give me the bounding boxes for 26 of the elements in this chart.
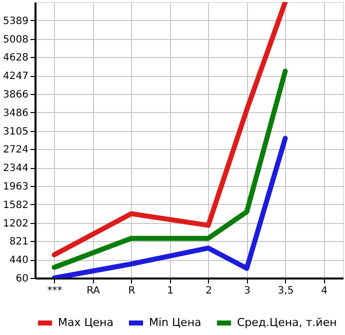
y-tick-label: 821 [9,236,28,248]
x-tick-label: 2 [206,286,212,296]
x-tick-label: R [128,286,136,296]
y-tick-label: 440 [9,255,28,266]
legend-label: Сред.Цена, т.йен [237,316,337,329]
x-tick-label: 3,5 [278,286,294,296]
y-tick-label: 1963 [3,182,28,193]
y-tick-label: 1202 [3,218,28,230]
y-tick-label: 60 [16,274,28,284]
x-tick-label: 1 [167,286,174,296]
x-tick-label: *** [47,286,62,296]
y-tick-label: 3105 [3,126,28,138]
y-tick-label: 2344 [3,163,28,174]
y-tick-label: 2724 [3,144,28,156]
y-tick-label: 1582 [3,200,28,211]
x-tick-label: 4 [321,286,328,296]
legend-label: Max Цена [58,316,114,329]
y-tick-label: 4247 [3,71,28,82]
x-tick-label: RA [86,286,100,296]
x-tick-label: 3 [244,286,250,296]
legend-label: Min Цена [149,316,202,329]
y-tick-label: 5389 [3,16,28,27]
y-tick-label: 3486 [3,108,28,119]
y-tick-label: 3866 [3,90,28,101]
y-tick-label: 5008 [3,34,28,46]
y-tick-label: 4628 [3,52,28,64]
